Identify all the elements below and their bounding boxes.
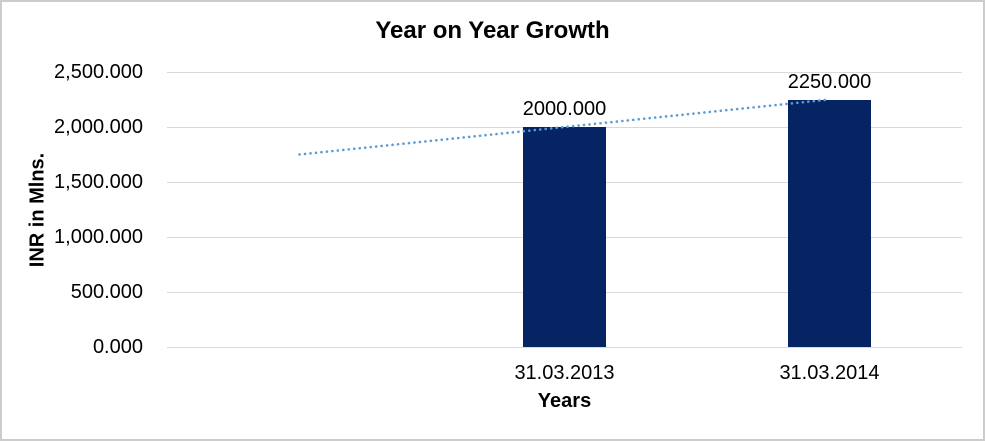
y-axis-tick-label: 1,500.000 — [54, 171, 143, 193]
gridline — [167, 71, 962, 73]
bar-31.03.2013 — [523, 127, 606, 347]
y-axis-tick-label: 1,000.000 — [54, 226, 143, 248]
y-axis-title: INR in Mlns. — [26, 152, 49, 268]
y-axis-tick-label: 0.000 — [92, 336, 143, 358]
y-axis-tick-label: 2,500.000 — [54, 61, 143, 83]
x-axis-tick-label: 31.03.2013 — [514, 362, 615, 384]
y-axis-tick-label: 500.000 — [70, 281, 143, 303]
x-axis-title: Years — [537, 390, 592, 412]
x-axis-tick-label: 31.03.2014 — [779, 362, 880, 384]
gridline — [167, 346, 962, 348]
y-axis-tick-label: 2,000.000 — [54, 116, 143, 138]
bar-data-label: 2000.000 — [522, 98, 607, 120]
bar-31.03.2014 — [788, 99, 871, 347]
bar-data-label: 2250.000 — [787, 70, 872, 93]
chart-title: Year on Year Growth — [375, 17, 610, 44]
